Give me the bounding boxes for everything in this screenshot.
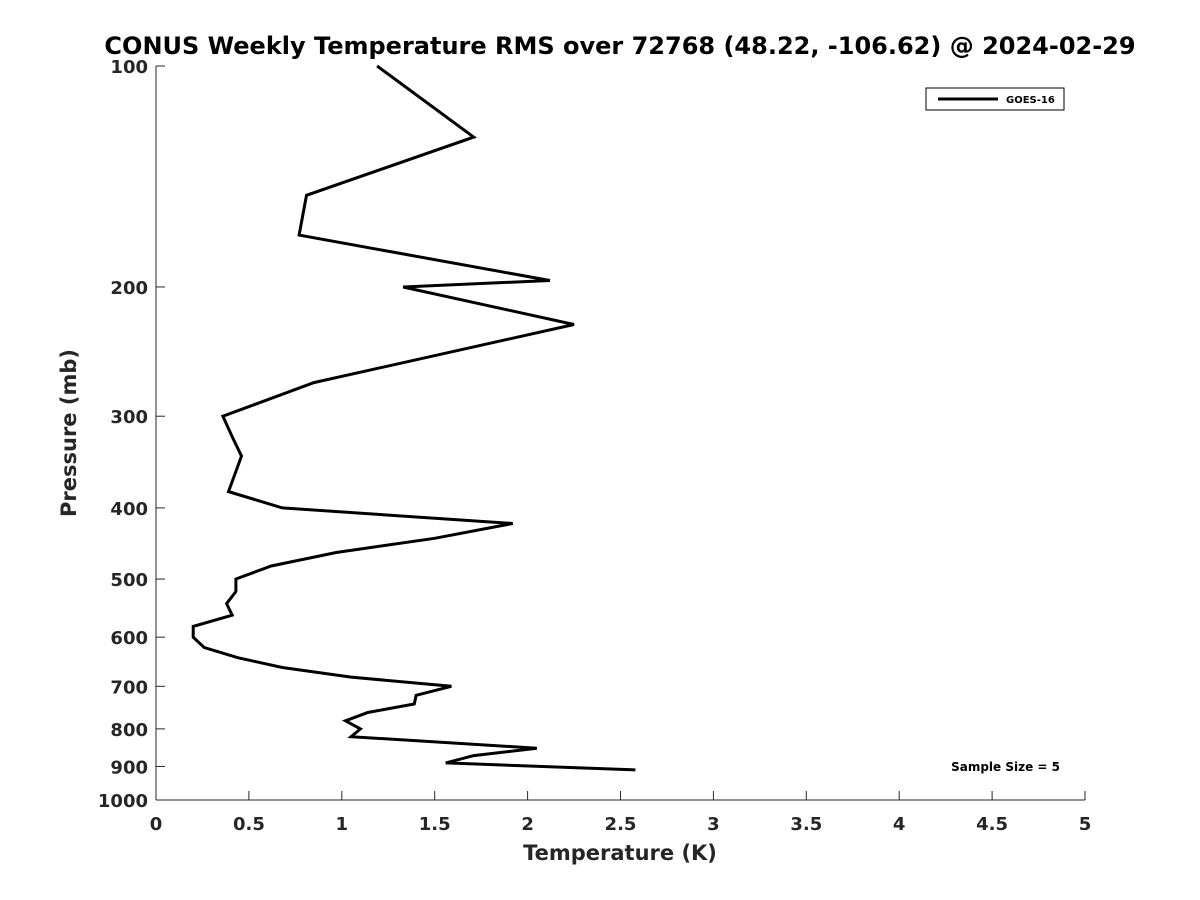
series-line-goes-16 [191, 64, 636, 772]
y-tick-label: 1000 [98, 791, 148, 812]
x-tick-label: 1.5 [419, 814, 451, 835]
y-tick-label: 300 [110, 407, 148, 428]
y-axis-label: Pressure (mb) [57, 349, 81, 517]
x-tick-label: 0 [150, 814, 163, 835]
chart-title: CONUS Weekly Temperature RMS over 72768 … [104, 32, 1135, 60]
x-tick-label: 4.5 [976, 814, 1008, 835]
y-tick-label: 900 [110, 757, 148, 778]
x-tick-label: 5 [1079, 814, 1092, 835]
y-tick-label: 800 [110, 720, 148, 741]
y-tick-label: 600 [110, 628, 148, 649]
x-tick-label: 0.5 [233, 814, 265, 835]
x-tick-label: 2.5 [605, 814, 637, 835]
x-tick-label: 3 [707, 814, 720, 835]
x-tick-label: 3.5 [790, 814, 822, 835]
sample-size-annotation: Sample Size = 5 [951, 760, 1060, 774]
legend-label-goes-16: GOES-16 [1006, 95, 1055, 106]
plot-lines [191, 64, 636, 772]
legend: GOES-16 [925, 87, 1065, 111]
y-tick-label: 500 [110, 570, 148, 591]
y-tick-label: 200 [110, 278, 148, 299]
x-tick-label: 1 [336, 814, 349, 835]
y-tick-label: 100 [110, 57, 148, 78]
y-tick-label: 700 [110, 677, 148, 698]
x-tick-label: 4 [893, 814, 906, 835]
x-tick-label: 2 [521, 814, 534, 835]
axes: 0 0.5 1 1.5 2 2.5 3 3.5 4 4.5 5 100 200 300 400 500 600 7… [98, 57, 1091, 835]
y-tick-label: 400 [110, 499, 148, 520]
x-axis-label: Temperature (K) [523, 841, 717, 865]
